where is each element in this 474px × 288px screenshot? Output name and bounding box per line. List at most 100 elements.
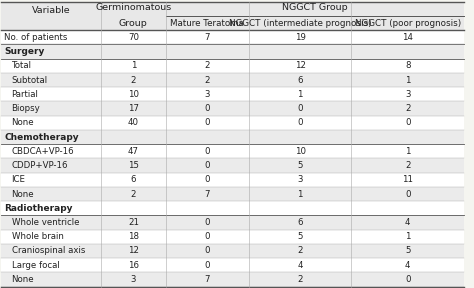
Text: 16: 16	[128, 261, 139, 270]
Text: 10: 10	[128, 90, 139, 99]
Text: NGGCT Group: NGGCT Group	[283, 3, 348, 12]
Text: 3: 3	[131, 275, 136, 284]
Text: Variable: Variable	[32, 6, 71, 15]
Text: Large focal: Large focal	[11, 261, 59, 270]
Text: 2: 2	[205, 75, 210, 85]
Text: 2: 2	[297, 275, 303, 284]
Text: 0: 0	[205, 175, 210, 184]
Text: 5: 5	[297, 161, 303, 170]
Text: 7: 7	[205, 275, 210, 284]
Text: 5: 5	[297, 232, 303, 241]
Text: 2: 2	[131, 75, 136, 85]
Bar	[1, 87, 465, 101]
Text: NGGCT (intermediate prognosis): NGGCT (intermediate prognosis)	[229, 18, 372, 28]
Text: Germinomatous: Germinomatous	[95, 3, 172, 12]
Bar	[1, 144, 465, 158]
Text: CDDP+VP-16: CDDP+VP-16	[11, 161, 68, 170]
Text: 2: 2	[205, 61, 210, 70]
Bar	[1, 258, 465, 272]
Text: 4: 4	[405, 261, 410, 270]
Text: 6: 6	[131, 175, 136, 184]
Text: 2: 2	[405, 104, 410, 113]
Text: 0: 0	[405, 275, 410, 284]
Text: 0: 0	[205, 147, 210, 156]
Text: 0: 0	[205, 161, 210, 170]
Bar	[1, 59, 465, 73]
Text: 0: 0	[205, 218, 210, 227]
Text: 0: 0	[205, 104, 210, 113]
Bar	[1, 73, 465, 87]
Text: None: None	[11, 118, 34, 127]
Text: 12: 12	[294, 61, 306, 70]
Text: 21: 21	[128, 218, 139, 227]
Text: Mature Teratoma: Mature Teratoma	[171, 18, 245, 28]
Text: Surgery: Surgery	[4, 47, 45, 56]
Bar	[1, 2, 465, 30]
Text: Partial: Partial	[11, 90, 38, 99]
Text: 12: 12	[128, 247, 139, 255]
Bar	[1, 30, 465, 44]
Bar	[1, 187, 465, 201]
Text: 8: 8	[405, 61, 410, 70]
Text: 0: 0	[297, 118, 303, 127]
Text: 10: 10	[294, 147, 306, 156]
Text: 1: 1	[131, 61, 136, 70]
Text: 0: 0	[405, 118, 410, 127]
Text: 40: 40	[128, 118, 139, 127]
Bar	[1, 201, 465, 215]
Text: 1: 1	[405, 232, 410, 241]
Text: 1: 1	[405, 75, 410, 85]
Bar	[1, 272, 465, 287]
Text: 1: 1	[297, 90, 303, 99]
Text: 3: 3	[405, 90, 410, 99]
Text: 3: 3	[205, 90, 210, 99]
Text: 2: 2	[131, 190, 136, 198]
Text: CBDCA+VP-16: CBDCA+VP-16	[11, 147, 74, 156]
Text: 18: 18	[128, 232, 139, 241]
Text: Group: Group	[119, 18, 148, 28]
Text: 15: 15	[128, 161, 139, 170]
Text: ICE: ICE	[11, 175, 26, 184]
Text: 4: 4	[405, 218, 410, 227]
Bar	[1, 173, 465, 187]
Text: 19: 19	[295, 33, 306, 42]
Text: 0: 0	[297, 104, 303, 113]
Text: 0: 0	[205, 118, 210, 127]
Bar	[1, 44, 465, 59]
Text: 11: 11	[402, 175, 413, 184]
Text: 0: 0	[205, 232, 210, 241]
Text: 7: 7	[205, 33, 210, 42]
Text: 4: 4	[297, 261, 303, 270]
Text: 2: 2	[405, 161, 410, 170]
Text: 1: 1	[405, 147, 410, 156]
Bar	[1, 158, 465, 173]
Text: NGGCT (poor prognosis): NGGCT (poor prognosis)	[355, 18, 461, 28]
Text: 3: 3	[297, 175, 303, 184]
Text: Whole brain: Whole brain	[11, 232, 64, 241]
Text: 6: 6	[297, 218, 303, 227]
Text: 6: 6	[297, 75, 303, 85]
Text: 5: 5	[405, 247, 410, 255]
Text: Radiotherapy: Radiotherapy	[4, 204, 73, 213]
Text: 1: 1	[297, 190, 303, 198]
Text: None: None	[11, 275, 34, 284]
Text: 0: 0	[205, 247, 210, 255]
Bar	[1, 230, 465, 244]
Text: 7: 7	[205, 190, 210, 198]
Text: 2: 2	[297, 247, 303, 255]
Text: None: None	[11, 190, 34, 198]
Text: 0: 0	[405, 190, 410, 198]
Text: 14: 14	[402, 33, 413, 42]
Text: 70: 70	[128, 33, 139, 42]
Text: Chemotherapy: Chemotherapy	[4, 132, 79, 141]
Text: Total: Total	[11, 61, 32, 70]
Text: 0: 0	[205, 261, 210, 270]
Bar	[1, 130, 465, 144]
Bar	[1, 116, 465, 130]
Bar	[1, 101, 465, 116]
Text: Craniospinal axis: Craniospinal axis	[11, 247, 85, 255]
Bar	[1, 215, 465, 230]
Text: Whole ventricle: Whole ventricle	[11, 218, 79, 227]
Text: Biopsy: Biopsy	[11, 104, 40, 113]
Text: 47: 47	[128, 147, 139, 156]
